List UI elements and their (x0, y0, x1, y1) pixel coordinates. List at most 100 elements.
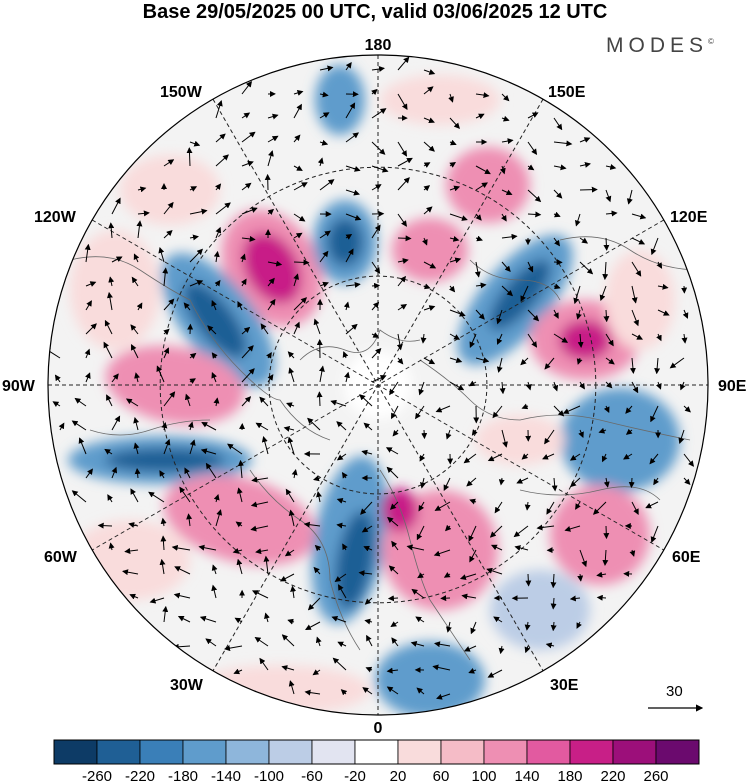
wind-arrow (133, 442, 140, 455)
wind-arrow (527, 112, 539, 119)
wind-arrow (84, 372, 91, 383)
wind-arrow (602, 549, 609, 566)
wind-arrow (631, 237, 646, 245)
wind-arrow (58, 422, 65, 431)
wind-arrow (552, 381, 559, 392)
wind-arrow (416, 525, 425, 541)
wind-arrow (449, 161, 457, 168)
wind-arrow (136, 302, 143, 311)
anomaly-cell (382, 488, 418, 532)
wind-arrow (211, 299, 217, 311)
wind-arrow (371, 165, 389, 173)
wind-arrow (159, 558, 166, 575)
wind-arrow (650, 237, 659, 256)
wind-arrow (390, 621, 399, 628)
wind-arrow (475, 282, 487, 289)
wind-arrow (342, 543, 348, 551)
wind-arrow (215, 202, 231, 215)
wind-arrow (501, 429, 508, 448)
wind-arrow (542, 453, 555, 460)
wind-arrow (474, 261, 481, 278)
wind-arrow (111, 197, 121, 215)
wind-arrow (631, 333, 643, 340)
wind-arrow (293, 321, 300, 335)
wind-arrow (224, 645, 243, 652)
wind-arrow (386, 667, 399, 674)
wind-arrow (678, 429, 685, 444)
wind-arrow (501, 93, 510, 102)
wind-arrow (318, 365, 325, 383)
wind-arrow (371, 108, 387, 119)
wind-arrow (631, 261, 642, 277)
wind-arrow (682, 309, 689, 319)
wind-arrow (417, 572, 425, 579)
wind-arrow (397, 177, 410, 191)
wind-arrow (545, 642, 555, 649)
wind-arrow (656, 381, 662, 390)
wind-arrow (163, 230, 173, 239)
wind-arrow (397, 141, 408, 157)
wind-arrow (411, 588, 425, 599)
wind-arrow (106, 291, 113, 311)
wind-arrow (469, 333, 477, 349)
wind-arrow (358, 570, 373, 577)
colorbar-tick-label: -100 (254, 768, 284, 783)
wind-arrow (163, 298, 175, 311)
wind-arrow (525, 573, 532, 587)
wind-arrow (389, 501, 399, 510)
wind-arrow (489, 525, 503, 538)
wind-arrow (122, 569, 139, 576)
wind-arrow (137, 210, 150, 217)
wind-arrow (129, 593, 139, 600)
wind-arrow (307, 597, 321, 611)
wind-arrow (108, 276, 115, 287)
wind-arrow (336, 497, 347, 504)
wind-arrow (103, 341, 113, 359)
wind-arrow (211, 352, 218, 359)
wind-arrow (386, 686, 399, 695)
colorbar-swatch (53, 739, 98, 765)
wind-arrow (631, 309, 639, 327)
anomaly-cell (380, 75, 500, 125)
wind-arrow (449, 117, 460, 129)
wind-arrow (645, 501, 659, 509)
wind-arrow (125, 398, 139, 407)
wind-arrow (163, 159, 175, 167)
wind-arrow (680, 381, 686, 391)
wind-arrow (133, 253, 140, 263)
wind-arrow (389, 381, 399, 396)
anomaly-cell (105, 448, 225, 472)
wind-arrow (130, 324, 139, 335)
wind-arrow (293, 182, 308, 191)
wind-arrow (475, 357, 490, 363)
wind-arrow (416, 687, 425, 695)
wind-arrow (232, 548, 243, 554)
wind-arrow (371, 375, 387, 383)
wind-arrow (313, 318, 321, 335)
wind-arrow (189, 439, 196, 455)
colorbar-swatch (612, 739, 657, 765)
colorbar-swatch (440, 739, 485, 765)
wind-arrow (602, 261, 609, 281)
wind-arrow (683, 453, 695, 467)
anomaly-cell (605, 250, 675, 350)
wind-arrow (574, 213, 581, 227)
wind-arrow (189, 186, 198, 192)
wind-arrow (520, 357, 529, 366)
wind-arrow (241, 112, 251, 119)
map-title: Base 29/05/2025 00 UTC, valid 03/06/2025… (142, 1, 608, 23)
label-60e: 60E (672, 549, 701, 566)
wind-arrow (161, 422, 168, 431)
wind-arrow (316, 491, 322, 503)
wind-arrow (596, 594, 607, 601)
wind-arrow (501, 233, 518, 240)
wind-arrow (564, 525, 581, 532)
anomaly-cell (163, 474, 317, 566)
wind-arrow (107, 494, 113, 503)
wind-arrow (625, 405, 633, 414)
wind-arrow (579, 549, 588, 568)
latitude-circle (268, 275, 488, 495)
wind-arrow (104, 319, 113, 335)
wind-arrow (494, 501, 503, 514)
colorbar-tick-label: -20 (344, 768, 366, 783)
